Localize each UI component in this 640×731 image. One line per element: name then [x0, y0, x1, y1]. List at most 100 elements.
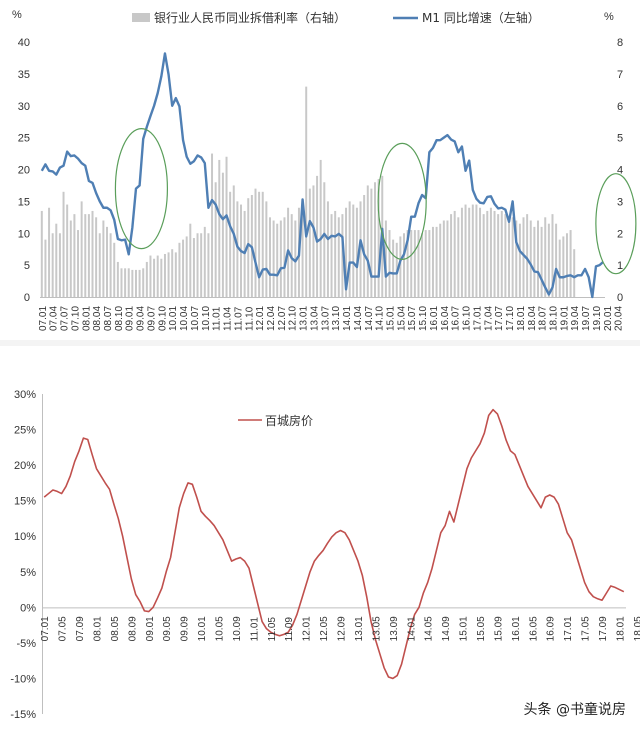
x-tick-label-group: 07.01: [40, 616, 51, 641]
bar: [106, 226, 108, 298]
x-tick-label: 09.04: [136, 306, 147, 331]
x-tick-label-group: 10.01: [168, 306, 179, 331]
bar: [276, 223, 279, 297]
x-tick-label-group: 10.05: [215, 616, 226, 641]
bar: [55, 223, 58, 297]
bar: [247, 198, 250, 297]
bar: [196, 233, 199, 297]
bar: [450, 214, 453, 298]
x-tick-label-group: 16.05: [528, 616, 539, 641]
x-tick-label-group: 18.05: [633, 616, 640, 641]
x-tick-label-group: 08.04: [92, 306, 103, 331]
x-tick-label: 19.01: [559, 306, 570, 331]
x-tick-label-group: 07.09: [75, 616, 86, 641]
y-tick-label: -5%: [16, 638, 36, 650]
x-tick-label-group: 16.01: [429, 306, 440, 331]
x-tick-label-group: 19.01: [559, 306, 570, 331]
x-tick-label-group: 12.07: [277, 306, 288, 331]
y-tick-label: 25%: [14, 425, 36, 437]
x-tick-label: 11.10: [244, 306, 255, 331]
y-tick-label: 20%: [14, 460, 36, 472]
bar: [377, 179, 380, 297]
highlight-circle: [595, 173, 637, 275]
x-tick-label-group: 18.04: [527, 306, 538, 331]
bar: [522, 217, 525, 297]
x-tick-label: 12.10: [288, 306, 299, 331]
bar: [236, 201, 239, 298]
x-tick-label-group: 12.04: [266, 306, 277, 331]
x-tick-label-group: 11.01: [249, 617, 260, 642]
x-tick-label: 12.01: [255, 306, 266, 331]
x-tick-label: 09.05: [162, 616, 173, 641]
bar: [265, 201, 268, 298]
highlight-circle: [377, 142, 427, 260]
bar: [435, 226, 438, 298]
right-tick-label: 6: [617, 101, 623, 113]
x-tick-label-group: 20.04: [614, 306, 625, 331]
bar: [66, 204, 69, 297]
x-tick-label: 14.04: [353, 306, 364, 331]
x-tick-label: 13.04: [309, 306, 320, 331]
y-tick-label: -15%: [10, 709, 36, 721]
x-tick-label: 10.04: [179, 306, 190, 331]
bar: [504, 214, 507, 298]
x-tick-label-group: 10.10: [201, 306, 212, 331]
bar: [337, 217, 340, 297]
bar: [410, 230, 413, 297]
x-tick-label: 18.04: [527, 306, 538, 331]
x-tick-label-group: 12.10: [288, 306, 299, 331]
bar: [544, 217, 547, 297]
bar: [316, 175, 319, 298]
bar: [163, 253, 166, 297]
bar: [207, 233, 210, 297]
bar: [392, 239, 395, 298]
right-tick-label: 0: [617, 292, 623, 304]
right-axis-unit: %: [604, 11, 614, 23]
bar: [124, 268, 127, 297]
y-tick-label: 0%: [20, 602, 36, 614]
bar: [225, 156, 228, 297]
bar: [185, 236, 188, 297]
left-tick-label: 5: [24, 260, 30, 272]
bar: [384, 220, 387, 297]
bar: [203, 226, 206, 298]
x-tick-label-group: 09.07: [146, 306, 157, 331]
x-tick-label: 16.01: [429, 306, 440, 331]
bar: [116, 261, 119, 297]
x-tick-label: 12.05: [319, 616, 330, 641]
bar: [98, 233, 101, 297]
bar: [363, 195, 366, 297]
bar: [305, 86, 308, 298]
x-tick-label: 08.07: [103, 306, 114, 331]
x-tick-label-group: 15.05: [476, 616, 487, 641]
bar: [551, 214, 554, 298]
x-tick-label-group: 10.01: [197, 616, 208, 641]
left-tick-label: 35: [18, 69, 30, 81]
housing-price-chart: -15% -10% -5% 0% 5% 10% 15% 20% 25% 30% 07.01 07.05…: [10, 389, 640, 721]
bar: [109, 233, 112, 297]
bar: [254, 188, 257, 298]
x-tick-label-group: 13.01: [299, 306, 310, 331]
bar: [457, 217, 460, 297]
bar: [464, 204, 467, 297]
x-tick-label-group: 14.01: [342, 306, 353, 331]
x-tick-label: 07.01: [38, 306, 49, 331]
x-tick-label-group: 09.09: [180, 616, 191, 641]
x-tick-label-group: 09.01: [125, 306, 136, 331]
x-tick-label-group: 13.10: [331, 306, 342, 331]
x-tick-label: 13.01: [354, 616, 365, 641]
bar: [508, 217, 511, 297]
bar: [312, 185, 315, 297]
bar: [406, 230, 409, 297]
x-tick-label-group: 14.10: [375, 306, 386, 331]
x-tick-label: 15.07: [407, 306, 418, 331]
bar: [51, 233, 54, 297]
bar: [330, 214, 333, 298]
bar: [308, 188, 311, 298]
bar: [446, 220, 449, 297]
bar: [160, 258, 163, 297]
x-tick-label: 11.05: [267, 617, 278, 642]
x-tick-label-group: 13.04: [309, 306, 320, 331]
legend-bar-swatch: [132, 13, 150, 22]
